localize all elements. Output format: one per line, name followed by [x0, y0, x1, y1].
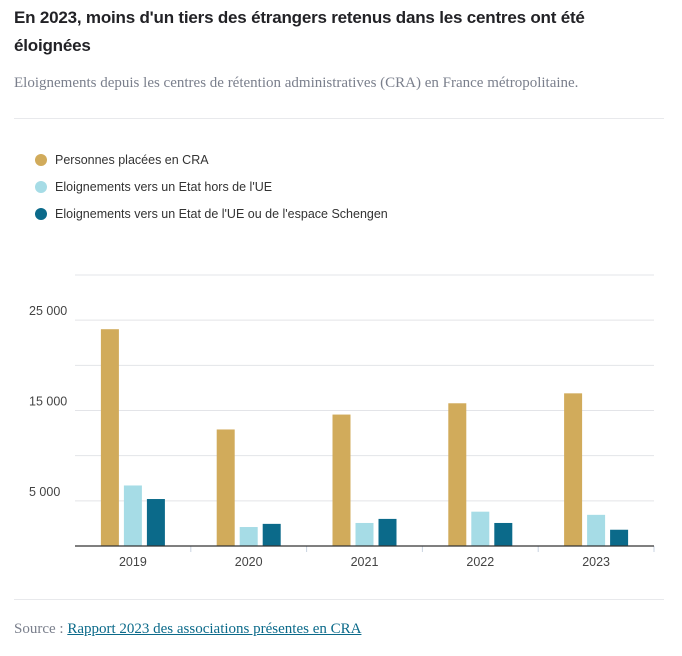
- bar-2023-series-1: [564, 393, 583, 546]
- x-tick-label: 2019: [119, 555, 147, 569]
- legend-label: Eloignements vers un Etat de l'UE ou de …: [55, 206, 388, 221]
- bar-2020-series-2: [239, 527, 258, 546]
- bar-2020-series-3: [262, 523, 281, 546]
- bar-2019-series-2: [123, 485, 142, 546]
- bar-2021-series-3: [378, 518, 397, 546]
- bar-2022-series-1: [448, 403, 467, 546]
- x-tick-label: 2022: [466, 555, 494, 569]
- legend-swatch-icon: [35, 180, 47, 193]
- bar-2021-series-1: [332, 414, 351, 546]
- y-tick-label: 5 000: [29, 485, 60, 499]
- bar-2021-series-2: [355, 522, 374, 546]
- bar-chart: 5 000 15 000 25 000 2019 2020 2021 2022 2023: [29, 274, 655, 569]
- x-tick-label: 2021: [351, 555, 379, 569]
- legend-item[interactable]: Personnes placées en CRA: [35, 146, 388, 173]
- y-tick-label: 25 000: [29, 304, 67, 318]
- chart-subtitle: Eloignements depuis les centres de réten…: [14, 75, 579, 91]
- bar-2019-series-1: [100, 329, 119, 546]
- source-label: Source :: [14, 621, 64, 637]
- legend-item[interactable]: Eloignements vers un Etat hors de l'UE: [35, 173, 388, 200]
- top-divider: [14, 118, 664, 119]
- bar-2023-series-3: [610, 529, 629, 546]
- bar-2022-series-2: [471, 511, 490, 546]
- bar-2019-series-3: [146, 499, 165, 546]
- source-link[interactable]: Rapport 2023 des associations présentes …: [67, 621, 362, 637]
- bottom-divider: [14, 599, 664, 600]
- source-line: Source : Rapport 2023 des associations p…: [14, 621, 361, 638]
- legend-label: Eloignements vers un Etat hors de l'UE: [55, 179, 273, 194]
- legend: Personnes placées en CRA Eloignements ve…: [35, 146, 388, 227]
- bar-2022-series-3: [494, 522, 513, 546]
- legend-item[interactable]: Eloignements vers un Etat de l'UE ou de …: [35, 200, 388, 227]
- legend-swatch-icon: [35, 207, 47, 220]
- chart-title: En 2023, moins d'un tiers des étrangers …: [14, 8, 585, 55]
- bar-2020-series-1: [216, 429, 235, 546]
- legend-label: Personnes placées en CRA: [55, 152, 209, 167]
- x-tick-label: 2020: [235, 555, 263, 569]
- y-tick-label: 15 000: [29, 395, 67, 409]
- x-tick-label: 2023: [582, 555, 610, 569]
- legend-swatch-icon: [35, 153, 47, 166]
- bar-2023-series-2: [587, 514, 606, 546]
